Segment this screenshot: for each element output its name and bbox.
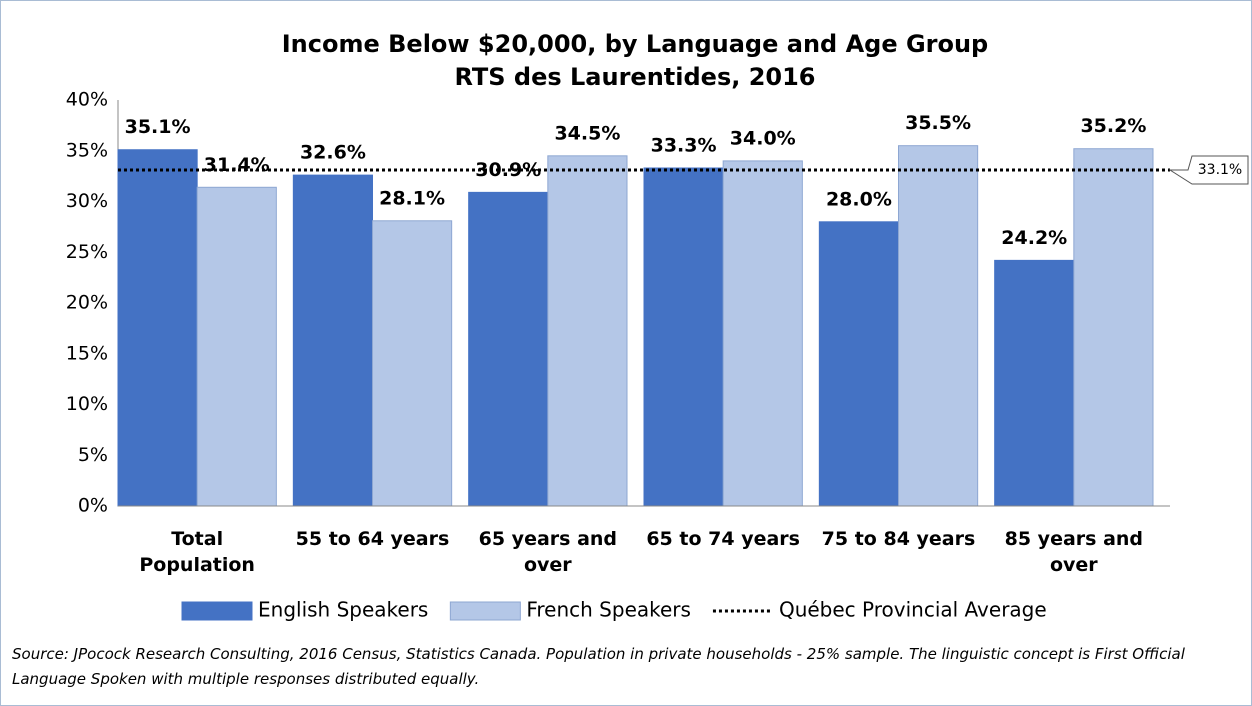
x-tick-label: 65 years and over: [478, 528, 618, 576]
bar: [722, 160, 803, 507]
y-tick-label: 20%: [66, 292, 108, 314]
x-tick-label: Total Population: [139, 528, 255, 576]
legend-label: French Speakers: [526, 598, 691, 622]
y-tick-label: 35%: [66, 139, 108, 161]
x-tick-label: 65 to 74 years: [646, 528, 800, 550]
reference-label: 33.1%: [1198, 162, 1242, 178]
chart-title: Income Below $20,000, by Language and Ag…: [282, 30, 989, 58]
legend-label: Québec Provincial Average: [779, 598, 1047, 622]
bar: [292, 174, 374, 507]
y-tick-label: 0%: [78, 495, 108, 517]
data-label: 28.1%: [379, 187, 445, 209]
x-tick-label: 55 to 64 years: [295, 528, 450, 550]
legend-label: English Speakers: [258, 598, 428, 622]
bar: [818, 221, 899, 507]
data-label: 24.2%: [1001, 227, 1067, 249]
data-label: 35.1%: [125, 116, 191, 138]
source-note: Source: JPocock Research Consulting, 201…: [12, 645, 1185, 688]
data-label: 35.2%: [1080, 115, 1146, 137]
legend-swatch: [181, 601, 253, 621]
data-label: 31.4%: [204, 154, 270, 176]
data-label: 34.0%: [730, 127, 796, 149]
bar: [196, 186, 277, 507]
bar: [547, 155, 628, 507]
callout-box: [1168, 155, 1249, 185]
bar: [372, 220, 453, 507]
data-label: 33.3%: [651, 135, 717, 157]
x-tick-label: 85 years and over: [1004, 528, 1144, 576]
chart-subtitle: RTS des Laurentides, 2016: [455, 63, 816, 91]
bar: [468, 191, 549, 507]
legend-swatch: [449, 601, 521, 621]
bar: [1073, 148, 1154, 507]
data-label: 32.6%: [300, 142, 366, 164]
bar: [994, 259, 1075, 507]
bar: [117, 149, 198, 507]
data-label: 35.5%: [905, 112, 971, 134]
data-label: 28.0%: [826, 188, 892, 210]
y-tick-label: 25%: [66, 241, 108, 263]
data-label: 34.5%: [554, 122, 620, 144]
bar: [643, 167, 724, 507]
y-tick-label: 15%: [66, 342, 108, 364]
y-tick-label: 30%: [66, 190, 108, 212]
y-tick-label: 40%: [66, 89, 108, 111]
y-tick-label: 5%: [78, 444, 108, 466]
y-tick-label: 10%: [66, 393, 108, 415]
x-tick-label: 75 to 84 years: [821, 528, 976, 550]
bar: [898, 145, 979, 507]
